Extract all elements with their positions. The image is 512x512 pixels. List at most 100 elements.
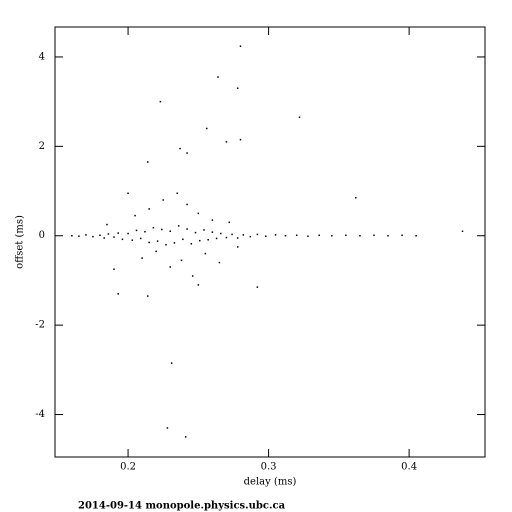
point — [387, 234, 389, 237]
x-tick-label: 0.4 — [401, 462, 417, 473]
point — [71, 234, 73, 237]
point — [186, 228, 188, 230]
point — [170, 362, 173, 364]
point — [169, 266, 171, 268]
point — [186, 203, 188, 206]
point — [152, 226, 155, 229]
point — [228, 221, 230, 224]
point — [99, 234, 101, 237]
point — [186, 152, 188, 154]
point — [236, 246, 239, 248]
point — [318, 234, 320, 237]
y-tick-label: 2 — [39, 141, 45, 152]
point — [461, 230, 464, 233]
point — [242, 234, 245, 236]
point — [162, 199, 164, 201]
point — [161, 228, 163, 231]
point — [239, 138, 242, 141]
point — [127, 192, 129, 195]
point — [194, 231, 197, 234]
point — [225, 236, 228, 239]
y-tick-label: 0 — [39, 230, 45, 241]
point — [156, 240, 159, 242]
point — [307, 235, 309, 237]
point — [169, 230, 171, 233]
point — [203, 229, 205, 231]
y-tick-label: -4 — [35, 409, 45, 420]
y-tick-label: -2 — [35, 320, 45, 331]
point — [127, 232, 129, 235]
point — [197, 284, 200, 286]
point — [256, 233, 259, 236]
point — [184, 436, 187, 438]
point — [117, 293, 119, 295]
point — [106, 223, 108, 226]
point — [131, 239, 134, 241]
point — [107, 233, 110, 235]
x-axis-label: delay (ms) — [244, 477, 297, 488]
point — [92, 235, 94, 238]
point — [239, 45, 242, 47]
point — [198, 239, 201, 242]
point — [236, 237, 239, 239]
point — [236, 87, 239, 89]
point — [345, 234, 347, 237]
plot-frame — [54, 26, 486, 458]
point — [274, 234, 277, 236]
footer: 2014-09-14 monopole.physics.ubc.ca — [78, 501, 286, 512]
point — [207, 239, 209, 241]
point — [295, 234, 298, 237]
point — [121, 238, 124, 241]
point — [113, 236, 115, 238]
point — [148, 208, 150, 210]
point — [113, 268, 115, 271]
point — [206, 127, 208, 130]
point — [359, 234, 361, 237]
point — [146, 161, 149, 163]
point — [182, 238, 184, 241]
point — [191, 275, 194, 277]
point — [256, 286, 259, 288]
point — [177, 225, 180, 227]
point — [173, 242, 176, 244]
point — [148, 241, 150, 244]
point — [354, 196, 357, 199]
point — [85, 234, 87, 236]
point — [298, 116, 301, 119]
y-axis-label: offset (ms) — [15, 215, 26, 269]
point — [211, 219, 214, 221]
point — [180, 259, 183, 262]
point — [155, 250, 157, 253]
x-tick-label: 0.2 — [120, 462, 136, 473]
point — [134, 214, 136, 217]
point — [190, 243, 193, 245]
point — [415, 234, 417, 237]
y-tick-label: 4 — [39, 51, 45, 62]
point — [159, 100, 162, 103]
point — [165, 243, 167, 246]
x-tick-label: 0.3 — [261, 462, 277, 473]
point — [373, 234, 375, 237]
point — [103, 237, 105, 239]
point — [78, 235, 80, 237]
point — [135, 229, 138, 232]
point — [146, 295, 149, 297]
point — [231, 233, 233, 236]
point — [217, 76, 219, 78]
point — [197, 212, 200, 215]
point — [220, 232, 222, 235]
point — [204, 252, 207, 255]
point — [211, 231, 214, 233]
point — [249, 235, 252, 238]
point — [225, 141, 228, 143]
point — [331, 234, 333, 237]
point — [401, 234, 403, 237]
point — [179, 147, 181, 150]
point — [218, 261, 221, 264]
point — [117, 232, 119, 234]
point — [139, 237, 142, 240]
point — [141, 257, 143, 259]
point — [215, 237, 218, 240]
point — [176, 192, 179, 195]
